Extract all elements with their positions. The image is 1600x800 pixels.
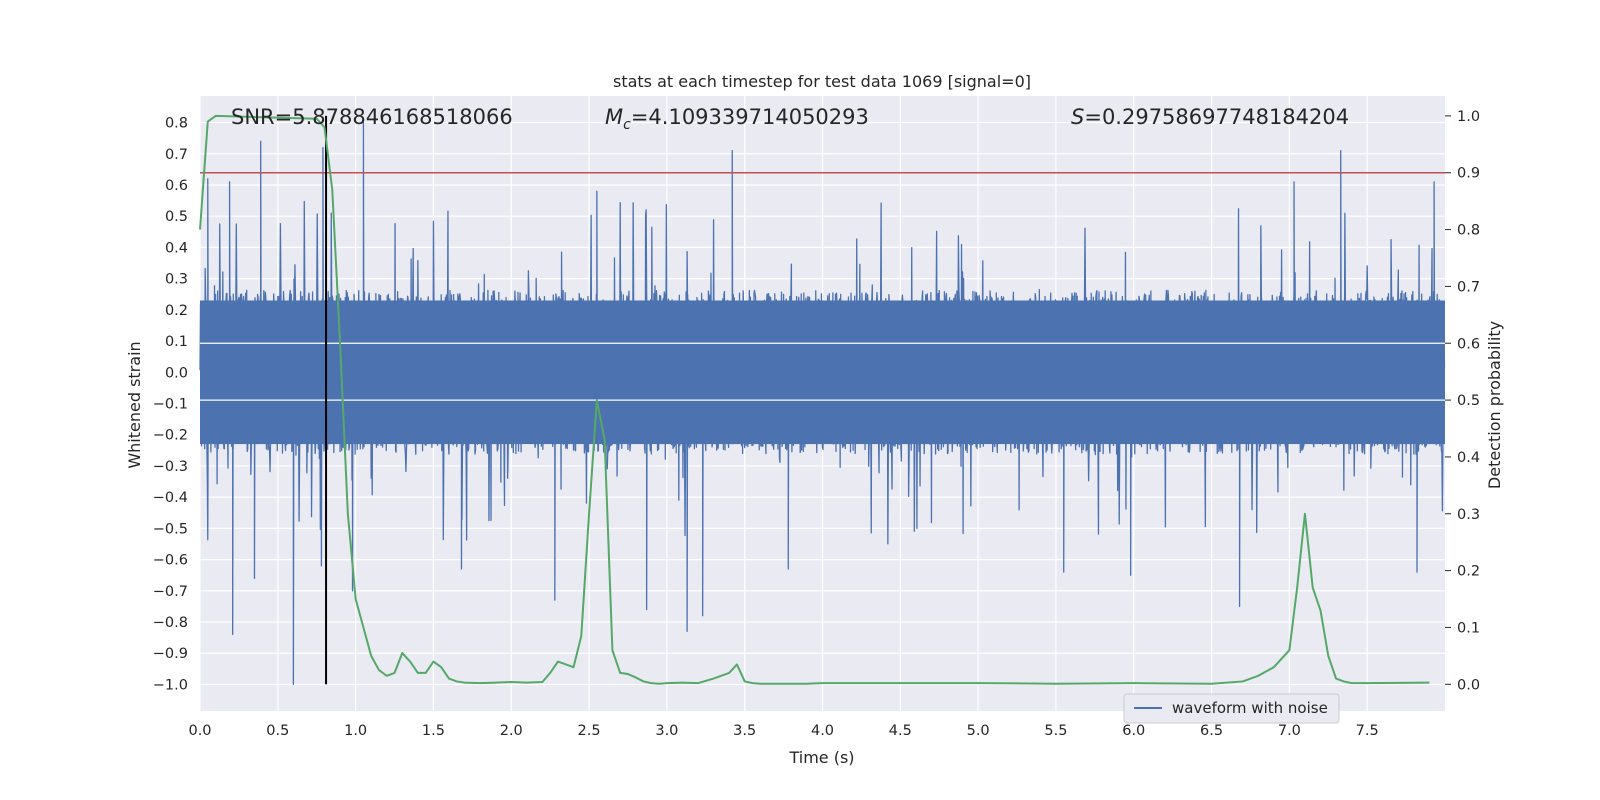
y-tick-label: −1.0 <box>153 677 188 693</box>
y2-axis-label: Detection probability <box>1485 321 1504 489</box>
legend-label: waveform with noise <box>1172 699 1328 717</box>
x-tick-label: 4.0 <box>811 723 834 739</box>
y2-tick-label: 0.8 <box>1457 223 1480 239</box>
y2-tick-label: 0.4 <box>1457 450 1480 466</box>
y-tick-label: −0.1 <box>153 397 188 413</box>
y-tick-label: −0.5 <box>153 521 188 537</box>
y-tick-label: 0.8 <box>165 116 188 132</box>
y-tick-label: −0.9 <box>153 646 188 662</box>
chirp-mass-value: =4.109339714050293 <box>631 105 869 129</box>
chirp-mass-annotation: Mc=4.109339714050293 <box>605 105 869 133</box>
x-tick-label: 6.0 <box>1122 723 1145 739</box>
y-tick-label: 0.2 <box>165 303 188 319</box>
x-tick-label: 5.0 <box>967 723 990 739</box>
y-tick-label: 0.4 <box>165 240 188 256</box>
chirp-mass-symbol: M <box>605 105 623 129</box>
y2-tick-label: 0.5 <box>1457 393 1480 409</box>
x-tick-label: 4.5 <box>889 723 912 739</box>
y-axis-ticks: 0.8 0.7 0.6 0.5 0.4 0.3 0.2 0.1 0.0 −0.1 −0.2 −0.3 −… <box>153 116 188 694</box>
x-tick-label: 1.5 <box>422 723 445 739</box>
x-tick-label: 2.0 <box>500 723 523 739</box>
y-tick-label: 0.5 <box>165 209 188 225</box>
y-tick-label: 0.7 <box>165 147 188 163</box>
chart-title: stats at each timestep for test data 106… <box>613 72 1031 91</box>
y-tick-label: 0.0 <box>165 365 188 381</box>
x-tick-label: 7.5 <box>1356 723 1379 739</box>
x-axis-label: Time (s) <box>788 748 854 767</box>
s-symbol: S <box>1071 105 1084 129</box>
y2-tick-label: 0.3 <box>1457 507 1480 523</box>
snr-annotation: SNR=5.878846168518066 <box>231 105 513 129</box>
y2-axis-ticks: 1.0 0.9 0.8 0.7 0.6 0.5 0.4 0.3 0.2 0.1 0.0 <box>1445 109 1480 693</box>
y-axis-label: Whitened strain <box>125 341 144 468</box>
y-tick-label: 0.1 <box>165 334 188 350</box>
x-axis-ticks: 0.0 0.5 1.0 1.5 2.0 2.5 3.0 3.5 4.0 4.5 5.0 5.5 6.0 6… <box>188 723 1378 739</box>
y-tick-label: −0.8 <box>153 615 188 631</box>
y2-tick-label: 0.9 <box>1457 166 1480 182</box>
waveform-with-noise-series <box>199 121 1446 686</box>
y-tick-label: −0.7 <box>153 584 188 600</box>
x-tick-label: 5.5 <box>1044 723 1067 739</box>
y2-tick-label: 0.2 <box>1457 564 1480 580</box>
x-tick-label: 0.5 <box>266 723 289 739</box>
y2-tick-label: 0.7 <box>1457 279 1480 295</box>
s-value: =0.29758697748184204 <box>1084 105 1349 129</box>
s-annotation: S=0.29758697748184204 <box>1071 105 1349 129</box>
legend-box <box>1123 693 1340 724</box>
x-tick-label: 6.5 <box>1200 723 1223 739</box>
y-tick-label: −0.6 <box>153 553 188 569</box>
detection-probability-series <box>199 114 1430 685</box>
y-tick-label: 0.3 <box>165 272 188 288</box>
chirp-mass-subscript: c <box>623 117 631 133</box>
y2-tick-label: 0.0 <box>1457 677 1480 693</box>
y-tick-label: 0.6 <box>165 178 188 194</box>
x-tick-label: 1.0 <box>344 723 367 739</box>
y2-tick-label: 0.1 <box>1457 620 1480 636</box>
x-tick-label: 3.0 <box>655 723 678 739</box>
y-tick-label: −0.2 <box>153 428 188 444</box>
overlay-lines <box>200 115 1445 685</box>
y-tick-label: −0.3 <box>153 459 188 475</box>
legend: waveform with noise <box>1123 693 1340 724</box>
detection-probability-line <box>199 114 1430 685</box>
x-tick-label: 3.5 <box>733 723 756 739</box>
y-tick-label: −0.4 <box>153 490 188 506</box>
x-tick-label: 2.5 <box>578 723 601 739</box>
waveform-core-band <box>200 300 1445 445</box>
x-tick-label: 7.0 <box>1278 723 1301 739</box>
y2-tick-label: 1.0 <box>1457 109 1480 125</box>
x-tick-label: 0.0 <box>188 723 211 739</box>
y2-tick-label: 0.6 <box>1457 336 1480 352</box>
